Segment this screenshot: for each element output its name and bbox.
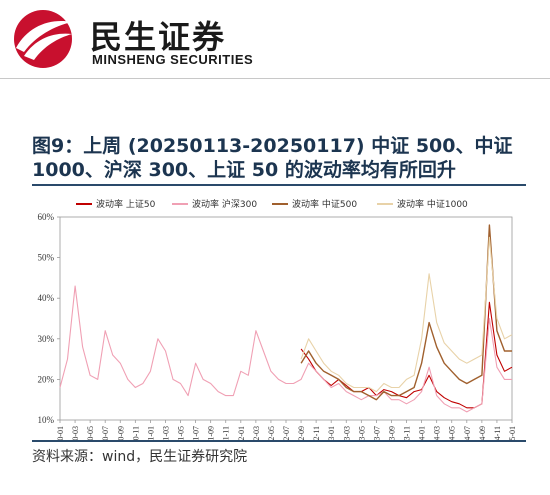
plot-frame: [59, 216, 513, 421]
legend-label: 波动率 中证500: [292, 198, 357, 210]
x-axis: 2020-01 2020-03 2020-05 2020-07 2020-09 2020-…: [56, 420, 517, 440]
x-tick-label: 2022-01: [237, 426, 246, 440]
figure-title: 图9：上周 (20250113-20250117) 中证 500、中证 1000…: [32, 134, 532, 182]
x-tick-label: 2021-09: [207, 426, 216, 440]
x-tick-label: 2022-07: [282, 426, 291, 440]
y-tick-label: 50%: [38, 253, 55, 263]
x-tick-label: 2022-09: [297, 426, 306, 440]
y-tick-label: 40%: [38, 293, 55, 303]
minsheng-logo: 民生证券 MINSHENG SECURITIES: [10, 8, 254, 70]
brand-name-en: MINSHENG SECURITIES: [92, 52, 254, 67]
x-tick-label: 2023-05: [357, 426, 366, 440]
series-line-2: [59, 285, 512, 413]
x-tick-label: 2020-03: [71, 426, 80, 440]
series-line-3: [300, 224, 512, 401]
y-tick-label: 30%: [38, 334, 55, 344]
plot-area: [59, 216, 513, 421]
x-tick-label: 2024-11: [493, 426, 502, 440]
y-tick-label: 10%: [38, 415, 55, 425]
x-tick-label: 2024-01: [418, 426, 427, 440]
x-tick-label: 2020-09: [116, 426, 125, 440]
x-tick-label: 2023-11: [403, 426, 412, 440]
x-tick-label: 2021-11: [222, 426, 231, 440]
x-tick-label: 2025-01: [508, 426, 517, 440]
x-tick-label: 2020-11: [131, 426, 140, 440]
legend-label: 波动率 沪深300: [192, 198, 257, 210]
figure-title-line-2: 1000、沪深 300、上证 50 的波动率均有所回升: [32, 159, 456, 181]
brand-name-cn: 民生证券: [90, 18, 227, 56]
x-tick-label: 2020-01: [56, 426, 65, 440]
x-tick-label: 2021-01: [146, 426, 155, 440]
volatility-line-chart: 波动率 上证50 波动率 沪深300 波动率 中证500 波动率 中证1000 10%…: [38, 198, 518, 440]
source-note: 资料来源：wind，民生证券研究院: [32, 449, 248, 465]
x-tick-label: 2024-03: [433, 426, 442, 440]
x-tick-label: 2021-03: [161, 426, 170, 440]
x-tick-label: 2020-07: [101, 426, 110, 440]
x-tick-label: 2023-09: [387, 426, 396, 440]
minsheng-emblem-icon: [14, 10, 72, 68]
y-tick-label: 20%: [38, 374, 55, 384]
footer-divider: [32, 440, 526, 442]
y-tick-label: 60%: [38, 212, 55, 222]
x-tick-label: 2022-03: [252, 426, 261, 440]
legend-label: 波动率 上证50: [96, 198, 156, 210]
x-tick-label: 2022-11: [312, 426, 321, 440]
y-axis: 10% 20% 30% 40% 50% 60%: [38, 212, 60, 425]
x-tick-label: 2023-01: [327, 426, 336, 440]
header-divider: [0, 78, 550, 79]
x-tick-label: 2022-05: [267, 426, 276, 440]
legend-label: 波动率 中证1000: [397, 198, 468, 210]
x-tick-label: 2024-05: [448, 426, 457, 440]
x-tick-label: 2021-05: [177, 426, 186, 440]
x-tick-label: 2023-07: [372, 426, 381, 440]
series-line-4: [300, 236, 513, 393]
x-tick-label: 2024-07: [463, 426, 472, 440]
x-tick-label: 2021-07: [192, 426, 201, 440]
chart-legend: 波动率 上证50 波动率 沪深300 波动率 中证500 波动率 中证1000: [76, 198, 468, 210]
title-divider: [32, 184, 526, 186]
figure-title-line-1: 图9：上周 (20250113-20250117) 中证 500、中证: [32, 135, 513, 157]
x-tick-label: 2020-05: [86, 426, 95, 440]
x-tick-label: 2024-09: [478, 426, 487, 440]
x-tick-label: 2023-03: [342, 426, 351, 440]
